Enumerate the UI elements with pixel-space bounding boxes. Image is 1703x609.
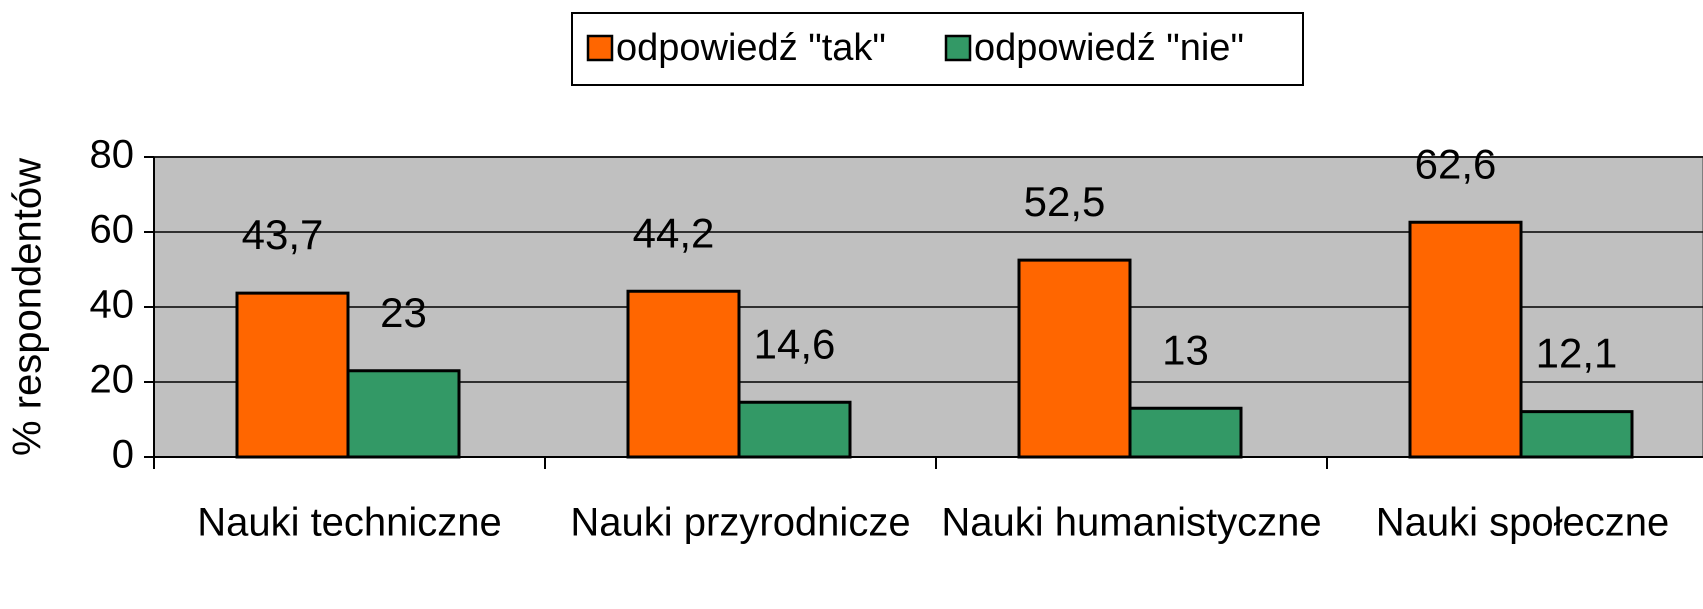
y-tick-label: 80 [90,133,135,177]
data-label: 23 [380,289,427,336]
bar [626,289,741,459]
bar [346,369,461,459]
y-tick-label: 60 [90,208,135,252]
legend-box [571,12,1304,86]
bar [737,400,852,459]
data-label: 13 [1162,326,1209,373]
bar [1408,220,1523,459]
y-axis-label: % respondentów [6,158,50,456]
data-label: 62,6 [1415,140,1497,187]
y-tick-label: 40 [90,283,135,327]
data-label: 14,6 [754,320,836,367]
bar [1519,410,1634,459]
x-tick-label: Nauki przyrodnicze [570,501,910,545]
y-tick-label: 20 [90,358,135,402]
x-tick-label: Nauki techniczne [197,501,502,545]
x-tick-label: Nauki społeczne [1376,501,1670,545]
legend-swatch [944,34,972,62]
y-tick-label: 0 [112,433,134,477]
data-label: 52,5 [1024,178,1106,225]
legend-swatch [586,34,614,62]
data-label: 43,7 [242,211,324,258]
legend-label: odpowiedź "nie" [974,27,1244,69]
data-label: 44,2 [633,209,715,256]
bar [1128,406,1243,459]
bar [235,291,350,459]
bar [1017,258,1132,459]
x-tick-label: Nauki humanistyczne [941,501,1321,545]
data-label: 12,1 [1536,330,1618,377]
legend-label: odpowiedź "tak" [616,27,886,69]
